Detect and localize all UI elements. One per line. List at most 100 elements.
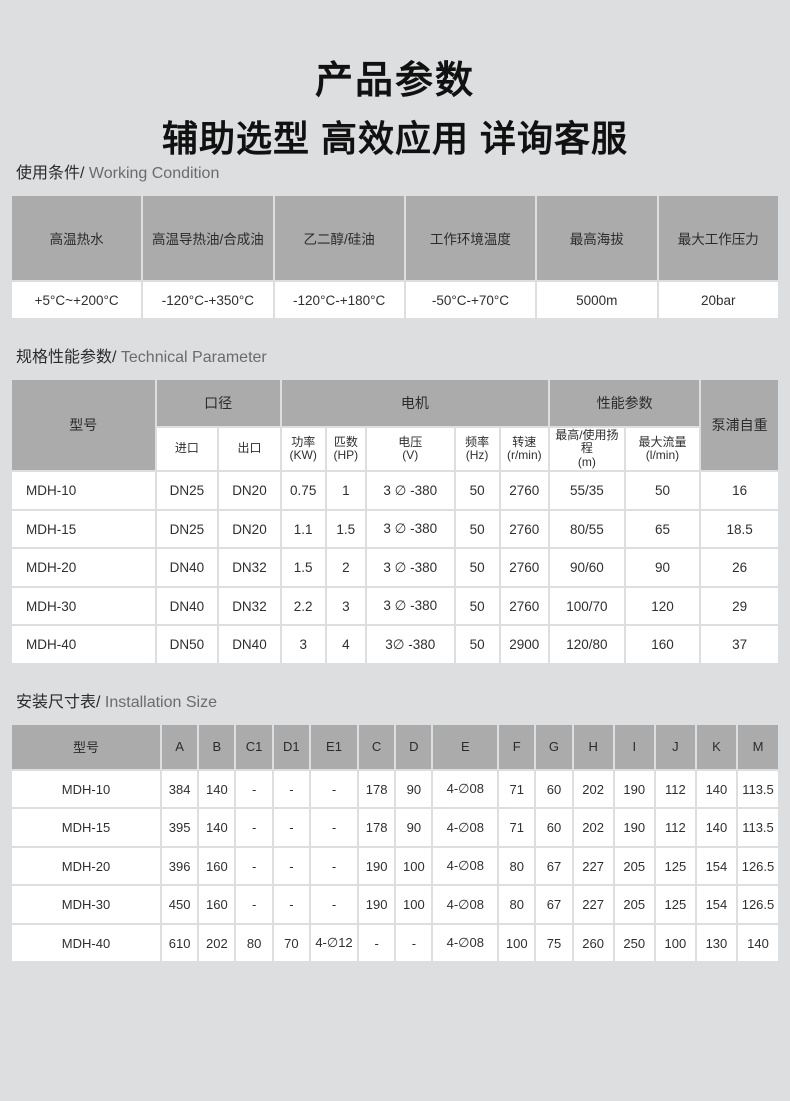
section-label-installation-size: 安装尺寸表/ Installation Size — [16, 693, 780, 711]
tp-cell-outlet: DN20 — [219, 472, 280, 509]
subheader-line2: (KW) — [289, 448, 317, 463]
tp-cell-frequency: 50 — [455, 510, 499, 548]
is-cell-model: MDH-10 — [12, 770, 160, 808]
tp-cell-frequency: 50 — [455, 549, 499, 586]
subheader-line1: 最高/使用扬程 — [555, 428, 619, 456]
is-cell-J: 112 — [655, 770, 695, 808]
tp-subheader-voltage: 电压 (V) — [366, 428, 454, 471]
tp-cell-head: 80/55 — [550, 510, 624, 548]
is-cell-E: 4-∅08 — [433, 886, 498, 923]
installation-size-table: 型号 A B C1 D1 E1 C D E F G H I J K M MDH-10 384 140- - -178 9… — [10, 722, 780, 964]
is-cell-D1: - — [273, 886, 309, 923]
tp-cell-inlet: DN40 — [156, 549, 218, 586]
is-header-J: J — [655, 724, 695, 769]
is-cell-H: 260 — [573, 924, 613, 962]
tp-cell-speed: 2900 — [500, 626, 549, 663]
tp-subheader-head: 最高/使用扬程 (m) — [550, 428, 624, 471]
tp-cell-speed: 2760 — [500, 472, 549, 509]
is-cell-C1: - — [236, 809, 272, 846]
tp-cell-weight: 26 — [701, 549, 778, 586]
is-cell-I: 205 — [614, 847, 654, 885]
subheader-line1: 功率 — [291, 434, 316, 449]
wc-header-cell: 高温热水 — [12, 196, 142, 281]
is-header-H: H — [573, 724, 613, 769]
is-cell-C1: - — [236, 770, 272, 808]
wc-header-cell: 工作环境温度 — [405, 196, 536, 281]
is-cell-C1: 80 — [236, 924, 272, 962]
subheader-line1: 出口 — [237, 441, 262, 456]
tp-cell-flow: 50 — [625, 472, 700, 509]
is-header-K: K — [696, 724, 736, 769]
tp-cell-frequency: 50 — [455, 626, 499, 663]
is-cell-M: 113.5 — [737, 809, 778, 846]
is-cell-model: MDH-20 — [12, 847, 160, 885]
is-cell-I: 190 — [614, 770, 654, 808]
tp-cell-weight: 18.5 — [701, 510, 778, 548]
is-cell-K: 130 — [696, 924, 736, 962]
tp-cell-flow: 90 — [625, 549, 700, 586]
is-cell-M: 126.5 — [737, 847, 778, 885]
section-label-en: Installation Size — [104, 693, 217, 711]
is-cell-E: 4-∅08 — [433, 770, 498, 808]
is-cell-K: 140 — [696, 770, 736, 808]
is-cell-E: 4-∅08 — [433, 809, 498, 846]
tp-header-weight: 泵浦自重 — [701, 380, 778, 471]
is-header-model: 型号 — [12, 724, 160, 769]
is-cell-G: 60 — [536, 770, 572, 808]
is-cell-C: 178 — [358, 809, 395, 846]
wc-value-cell: -120°C-+350°C — [143, 282, 273, 319]
is-cell-J: 125 — [655, 847, 695, 885]
subheader-line1: 频率 — [465, 434, 490, 449]
is-cell-F: 80 — [499, 886, 535, 923]
is-cell-B: 202 — [199, 924, 235, 962]
tp-cell-inlet: DN25 — [156, 510, 218, 548]
table-row: MDH-40 610 202 80 70 4-∅12- -4-∅08 100 75 260 250 1… — [12, 924, 778, 962]
is-cell-E1: - — [310, 770, 357, 808]
is-cell-I: 250 — [614, 924, 654, 962]
tp-cell-voltage: 3 ∅ -380 — [366, 510, 454, 548]
tp-cell-hp: 4 — [326, 626, 365, 663]
is-header-D1: D1 — [273, 724, 309, 769]
table-row: MDH-40 DN50 DN40 3 4 3∅ -380 50 2900 120/80 160 37 — [12, 626, 778, 663]
wc-header-cell: 最大工作压力 — [658, 196, 778, 281]
table-row: MDH-30 450 160- - -190 100 4-∅08 80 67 227 205 125 1… — [12, 886, 778, 923]
tp-cell-inlet: DN50 — [156, 626, 218, 663]
tp-cell-outlet: DN40 — [219, 626, 280, 663]
tp-cell-voltage: 3 ∅ -380 — [366, 549, 454, 586]
tp-cell-inlet: DN25 — [156, 472, 218, 509]
tp-cell-head: 90/60 — [550, 549, 624, 586]
is-cell-E: 4-∅08 — [433, 847, 498, 885]
section-label-working-condition: 使用条件/ Working Condition — [16, 166, 780, 182]
is-cell-F: 71 — [499, 809, 535, 846]
is-cell-E1: - — [310, 886, 357, 923]
wc-header-cell: 高温导热油/合成油 — [143, 196, 273, 281]
tp-cell-outlet: DN20 — [219, 510, 280, 548]
is-cell-G: 67 — [536, 886, 572, 923]
is-header-C: C — [358, 724, 395, 769]
tp-cell-weight: 29 — [701, 587, 778, 625]
is-cell-J: 100 — [655, 924, 695, 962]
technical-parameter-table: 型号 口径 电机 性能参数 泵浦自重 进口 出口 功率 (KW) 匹数 — [10, 378, 780, 665]
wc-header-cell: 乙二醇/硅油 — [274, 196, 404, 281]
table-header-row-group: 型号 口径 电机 性能参数 泵浦自重 — [12, 380, 778, 471]
is-cell-model: MDH-30 — [12, 886, 160, 923]
is-cell-G: 75 — [536, 924, 572, 962]
table-row: MDH-10 384 140- - -178 90 4-∅08 71 60 202 190 112 14… — [12, 770, 778, 808]
table-row: +5°C~+200°C -120°C-+350°C -120°C-+180°C … — [12, 282, 778, 319]
wc-value-cell: -50°C-+70°C — [405, 282, 536, 319]
tp-subheader-frequency: 频率 (Hz) — [455, 428, 499, 471]
is-cell-G: 67 — [536, 847, 572, 885]
subheader-line2: (m) — [577, 455, 596, 470]
is-cell-K: 140 — [696, 809, 736, 846]
subheader-line1: 进口 — [174, 441, 199, 456]
is-cell-A: 384 — [161, 770, 198, 808]
section-technical-parameter: 规格性能参数/ Technical Parameter 型号 口径 电机 性能参… — [0, 350, 790, 665]
table-row: MDH-15 DN25 DN20 1.1 1.5 3 ∅ -380 50 2760 80/55 6… — [12, 510, 778, 548]
tp-subheader-flow: 最大流量 (l/min) — [625, 428, 700, 471]
subheader-line1: 电压 — [398, 434, 423, 449]
tp-cell-weight: 37 — [701, 626, 778, 663]
section-label-en: Working Condition — [88, 165, 220, 183]
is-cell-A: 450 — [161, 886, 198, 923]
tp-cell-flow: 160 — [625, 626, 700, 663]
tp-cell-speed: 2760 — [500, 549, 549, 586]
